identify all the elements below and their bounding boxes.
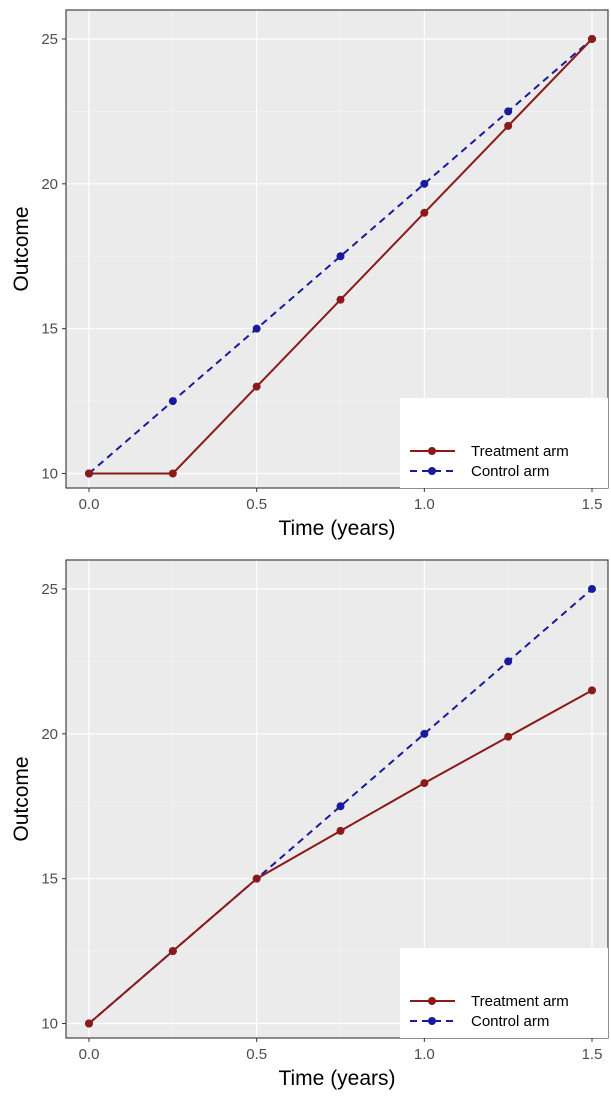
chart-bottom: 0.0 0.5 1.0 1.5 10 15 20 25 Time (years) Outcome T… (10, 559, 609, 1090)
chart-top-point-treatment (252, 382, 261, 391)
chart-top-point-control (252, 324, 261, 333)
chart-bottom-y-tick-label: 25 (41, 581, 58, 598)
chart-top-y-tick-label: 15 (41, 321, 58, 338)
chart-bottom-point-treatment (252, 874, 261, 883)
chart-bottom-point-control (504, 657, 513, 666)
chart-top: 0.0 0.5 1.0 1.5 10 15 20 25 Time (years) Outcome T… (10, 9, 609, 540)
chart-top-legend-key-treatment (410, 447, 455, 455)
chart-bottom-point-control (588, 584, 596, 593)
chart-top-legend-marker (428, 467, 436, 475)
chart-bottom-y-tick-label: 10 (41, 1016, 58, 1033)
chart-top-legend: Treatment arm Control arm (400, 398, 608, 488)
chart-top-point-control (336, 252, 345, 261)
chart-bottom-point-control (420, 729, 429, 738)
chart-top-legend-marker (428, 447, 436, 455)
chart-top-legend-label-treatment: Treatment arm (471, 443, 569, 460)
chart-bottom-legend-key-control (410, 1017, 455, 1025)
chart-bottom-legend-label-control: Control arm (471, 1013, 549, 1030)
chart-top-legend-label-control: Control arm (471, 463, 549, 480)
chart-top-point-treatment (504, 121, 513, 130)
chart-top-point-control (420, 179, 429, 188)
chart-bottom-y-tick-label: 20 (41, 726, 58, 743)
chart-bottom-x-tick-label: 0.5 (246, 1046, 267, 1063)
chart-bottom-point-control (336, 802, 345, 811)
chart-top-point-control (168, 397, 177, 406)
chart-bottom-point-treatment (588, 686, 596, 695)
chart-bottom-legend-key-treatment (410, 997, 455, 1005)
chart-top-y-tick-label: 20 (41, 176, 58, 193)
chart-bottom-point-treatment (504, 732, 513, 741)
chart-bottom-x-tick-label: 1.5 (582, 1046, 603, 1063)
chart-bottom-legend-marker (428, 1017, 436, 1025)
chart-bottom-point-treatment (336, 826, 345, 835)
chart-top-point-treatment (336, 295, 345, 304)
chart-top-point-treatment (85, 469, 93, 478)
chart-top-y-tick-label: 25 (41, 31, 58, 48)
chart-top-x-tick-label: 0.5 (246, 496, 267, 513)
chart-top-y-axis-title: Outcome (10, 206, 33, 291)
chart-bottom-point-treatment (168, 947, 177, 956)
chart-top-panel-border (65, 9, 609, 489)
chart-bottom-legend-label-treatment: Treatment arm (471, 993, 569, 1010)
chart-bottom-legend: Treatment arm Control arm (400, 948, 608, 1038)
chart-bottom-x-axis-title: Time (years) (278, 1067, 395, 1090)
chart-bottom-x-tick-label: 0.0 (79, 1046, 100, 1063)
chart-top-point-control (504, 107, 513, 116)
chart-top-point-treatment (588, 34, 596, 43)
chart-bottom-panel-border (65, 559, 609, 1039)
chart-top-y-tick-label: 10 (41, 466, 58, 483)
chart-bottom-y-tick-label: 15 (41, 871, 58, 888)
chart-top-x-tick-label: 0.0 (79, 496, 100, 513)
chart-bottom-x-tick-label: 1.0 (414, 1046, 435, 1063)
chart-bottom-legend-marker (428, 997, 436, 1005)
chart-top-point-treatment (168, 469, 177, 478)
chart-top-x-axis-title: Time (years) (278, 517, 395, 540)
chart-bottom-y-axis-title: Outcome (10, 756, 33, 841)
chart-bottom-point-treatment (85, 1019, 93, 1028)
chart-bottom-point-treatment (420, 779, 429, 788)
chart-top-point-treatment (420, 208, 429, 217)
chart-top-legend-key-control (410, 467, 455, 475)
chart-top-x-tick-label: 1.0 (414, 496, 435, 513)
chart-top-x-tick-label: 1.5 (582, 496, 603, 513)
